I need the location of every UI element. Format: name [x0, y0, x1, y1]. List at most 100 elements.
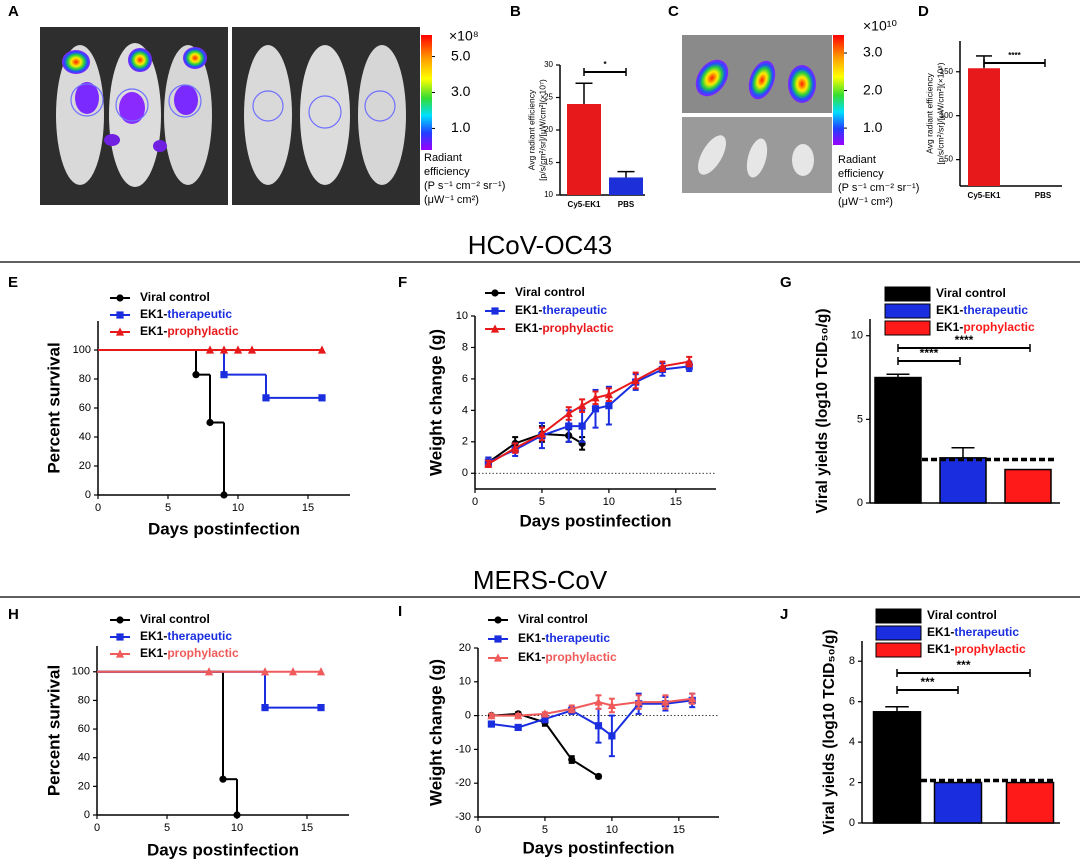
marker	[288, 667, 298, 676]
x-tick-label: 10	[606, 824, 618, 836]
legend-marker	[115, 649, 125, 658]
x-tick-label: 5	[164, 822, 170, 834]
marker	[688, 694, 697, 703]
marker	[260, 667, 270, 676]
y-tick-label: 20	[79, 460, 91, 472]
colorbar-label: (P s⁻¹ cm⁻² sr⁻¹)	[424, 180, 505, 192]
marker	[634, 697, 643, 706]
marker	[487, 711, 496, 720]
marker	[607, 700, 616, 710]
colorbar-multiplier: ×10⁸	[449, 28, 479, 44]
bar	[567, 104, 601, 195]
section-title: HCoV-OC43	[468, 230, 613, 260]
marker	[537, 429, 547, 438]
marker	[564, 408, 573, 418]
legend-marker	[116, 294, 124, 302]
bar	[1005, 781, 1055, 824]
x-tick-label: 15	[301, 822, 313, 834]
marker	[594, 772, 603, 781]
significance-label: ***	[956, 658, 970, 672]
legend-swatch	[884, 286, 931, 302]
colorbar-tick-label: 1.0	[863, 119, 883, 135]
marker	[591, 393, 600, 402]
marker	[514, 723, 522, 732]
marker	[604, 390, 613, 399]
legend-label: EK1-therapeutic	[518, 631, 610, 645]
section-title: MERS-CoV	[473, 565, 608, 595]
marker	[631, 375, 640, 385]
legend-marker	[491, 289, 499, 297]
y-tick-label: 8	[462, 341, 468, 353]
marker	[206, 418, 214, 427]
legend-swatch	[875, 625, 922, 641]
y-tick-label: 0	[849, 817, 855, 829]
legend-swatch	[875, 642, 922, 658]
legend-label: EK1-therapeutic	[927, 625, 1019, 639]
y-axis-label: Weight change (g)	[426, 659, 445, 806]
significance-label: ***	[920, 675, 934, 689]
bar	[874, 376, 922, 504]
y-tick-label: 20	[78, 780, 90, 792]
y-tick-label: 0	[85, 489, 91, 501]
legend-marker	[115, 327, 125, 336]
panel-label: B	[510, 3, 521, 20]
legend-marker	[491, 307, 499, 315]
colorbar	[421, 35, 432, 150]
significance-label: ****	[1008, 51, 1021, 60]
y-tick-label: 25	[544, 93, 553, 102]
legend-label: EK1-prophylactic	[140, 646, 239, 660]
marker	[261, 703, 269, 712]
x-axis-label: Days postinfection	[148, 519, 300, 538]
x-tick-label: Cy5-EK1	[568, 200, 601, 209]
x-tick-label: 15	[670, 496, 682, 508]
panel-label: J	[780, 606, 788, 623]
legend-label: Viral control	[140, 612, 210, 626]
marker	[487, 720, 495, 728]
colorbar-multiplier: ×10¹⁰	[863, 18, 897, 34]
y-tick-label: 150	[940, 67, 954, 76]
x-axis-label: Days postinfection	[519, 511, 671, 530]
legend-label: EK1-therapeutic	[515, 303, 607, 317]
y-axis-label: Avg radiant efficiency	[526, 89, 536, 170]
y-tick-label: -30	[455, 811, 471, 823]
panel-label: F	[398, 274, 407, 291]
marker	[204, 667, 214, 676]
marker	[220, 371, 228, 379]
x-tick-label: 5	[539, 496, 545, 508]
y-tick-label: 2	[462, 436, 468, 448]
marker	[219, 345, 229, 354]
marker	[594, 722, 603, 730]
colorbar-tick-label: 2.0	[863, 81, 883, 97]
panel-label: E	[8, 274, 18, 291]
marker	[233, 345, 243, 354]
legend-label: Viral control	[927, 608, 997, 622]
colorbar-label: (μW⁻¹ cm²)	[838, 196, 893, 208]
y-axis-label: Viral yields (log10 TCID₅₀/g)	[821, 629, 838, 834]
marker	[540, 709, 550, 718]
x-axis-label: Days postinfection	[147, 840, 299, 859]
x-tick-label: 5	[542, 824, 548, 836]
legend-label: EK1-prophylactic	[140, 324, 239, 338]
legend-label: EK1-prophylactic	[927, 642, 1026, 656]
mouse-image-control	[232, 27, 420, 205]
marker	[219, 775, 227, 783]
marker	[567, 704, 576, 713]
x-tick-label: 0	[94, 822, 100, 834]
y-tick-label: 40	[78, 752, 90, 764]
marker	[192, 371, 200, 379]
marker	[578, 422, 586, 430]
marker	[578, 401, 587, 410]
marker	[205, 345, 215, 354]
y-tick-label: -20	[455, 777, 471, 789]
legend-label: EK1-prophylactic	[515, 321, 614, 335]
legend-marker	[493, 653, 503, 662]
x-tick-label: 10	[603, 496, 615, 508]
y-axis-label: Percent survival	[44, 342, 63, 473]
marker	[658, 361, 667, 370]
legend-marker	[494, 616, 502, 624]
y-tick-label: 10	[459, 676, 471, 688]
marker	[511, 443, 520, 452]
organ-image	[682, 35, 832, 193]
y-tick-label: 60	[78, 723, 90, 735]
